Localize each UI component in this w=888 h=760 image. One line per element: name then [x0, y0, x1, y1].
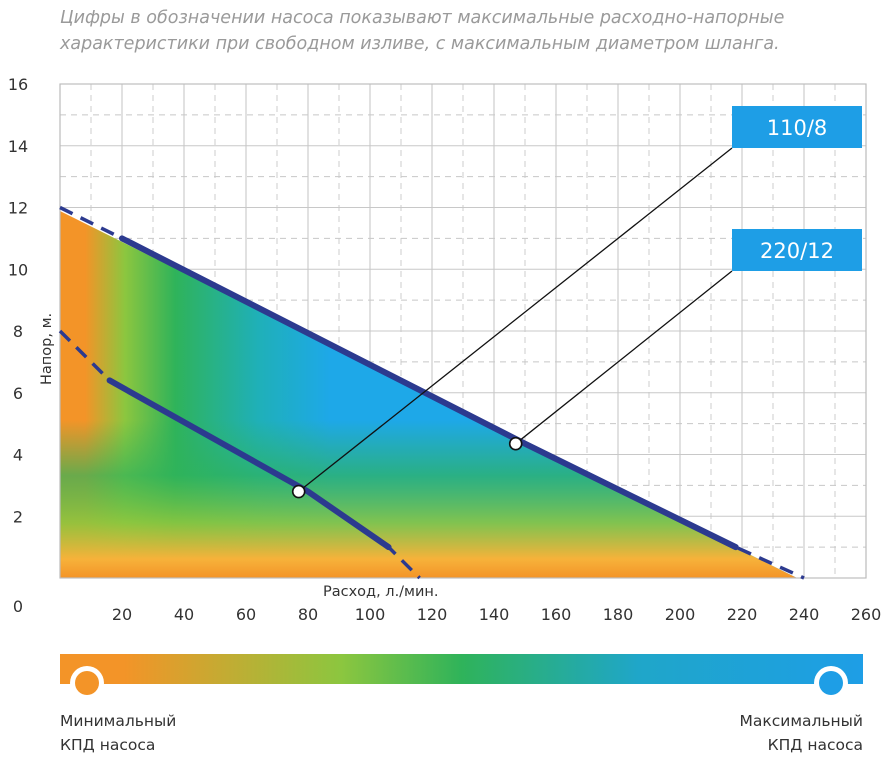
- caption-line-2: характеристики при свободном изливе, с м…: [60, 34, 780, 54]
- series-label-text: 110/8: [767, 116, 828, 140]
- y-tick-label: 10: [8, 260, 28, 279]
- curve-220-12-dashed: [59, 205, 805, 580]
- x-tick-label: 100: [355, 605, 386, 624]
- min-efficiency-dot: [75, 671, 99, 695]
- x-tick-label: 80: [298, 605, 318, 624]
- curve-110-8-solid: [106, 377, 392, 551]
- x-tick-label: 20: [112, 605, 132, 624]
- x-tick-label: 140: [479, 605, 510, 624]
- leader-line: [298, 147, 733, 493]
- max-label-line-2: КПД насоса: [767, 736, 863, 754]
- max-efficiency-dot: [819, 671, 843, 695]
- efficiency-map: [60, 211, 797, 578]
- curve-110-8-dashed: [58, 329, 421, 580]
- y-axis-label: Напор, м.: [39, 313, 55, 385]
- x-tick-label: 240: [789, 605, 820, 624]
- x-axis-label: Расход, л./мин.: [323, 584, 439, 600]
- x-tick-label: 180: [603, 605, 634, 624]
- y-tick-label: 6: [13, 384, 23, 403]
- series-label-box: [732, 106, 862, 148]
- y-tick-label: 2: [13, 507, 23, 526]
- operating-point: [291, 484, 306, 499]
- x-tick-label: 200: [665, 605, 696, 624]
- max-efficiency-label: Максимальный КПД насоса: [739, 709, 863, 757]
- y-tick-label: 14: [8, 137, 28, 156]
- x-tick-label: 260: [851, 605, 882, 624]
- min-label-line-2: КПД насоса: [60, 736, 156, 754]
- curve-callouts: 110/8 220/12: [291, 106, 862, 499]
- series-label-box: [732, 229, 862, 271]
- efficiency-color-scale: [60, 654, 863, 684]
- caption-line-1: Цифры в обозначении насоса показывают ма…: [60, 8, 785, 28]
- x-tick-label: 220: [727, 605, 758, 624]
- y-tick-label: 16: [8, 75, 28, 94]
- chart-caption: Цифры в обозначении насоса показывают ма…: [60, 5, 880, 57]
- y-tick-label: 8: [13, 322, 23, 341]
- operating-point: [508, 436, 523, 451]
- x-tick-label: 160: [541, 605, 572, 624]
- min-label-line-1: Минимальный: [60, 712, 177, 730]
- leader-line: [515, 270, 733, 445]
- min-efficiency-label: Минимальный КПД насоса: [60, 709, 176, 757]
- x-tick-label: 60: [236, 605, 256, 624]
- curve-220-12-solid: [119, 235, 739, 551]
- y-tick-label: 4: [13, 446, 23, 465]
- max-efficiency-marker: [814, 666, 848, 700]
- pump-curves: [58, 205, 805, 580]
- max-label-line-1: Максимальный: [739, 712, 863, 730]
- origin-tick-label: 0: [13, 597, 23, 616]
- axis-ticks: 20 40 60 80 100 120 140 160 180 200 220 240 260 0 2 4 6 8…: [8, 75, 881, 624]
- series-label-text: 220/12: [760, 239, 834, 263]
- x-tick-label: 40: [174, 605, 194, 624]
- x-tick-label: 120: [417, 605, 448, 624]
- min-efficiency-marker: [70, 666, 104, 700]
- y-tick-label: 12: [8, 199, 28, 218]
